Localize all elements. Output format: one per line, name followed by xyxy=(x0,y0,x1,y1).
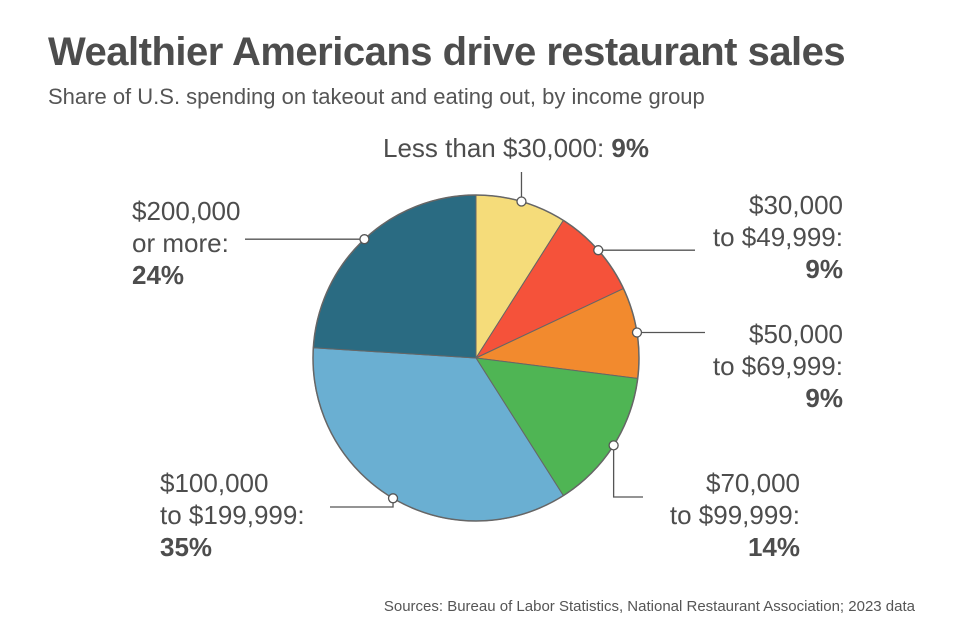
slice-label-50000-to-69999: $50,000 to $69,999: 9% xyxy=(712,319,843,413)
leader-dot-3 xyxy=(608,440,619,451)
slice-label-70000-to-99999: $70,000 to $99,999: 14% xyxy=(669,468,800,562)
leader-line-4 xyxy=(330,498,394,508)
slice-label-less-than-30000: Less than $30,000: 9% xyxy=(383,133,649,163)
chart-title: Wealthier Americans drive restaurant sal… xyxy=(48,30,846,74)
pie-outline xyxy=(312,194,640,522)
leader-dot-1 xyxy=(593,245,604,256)
leader-dot-4 xyxy=(387,493,399,504)
leader-dot-2 xyxy=(631,327,643,338)
leader-dot-5 xyxy=(359,234,370,245)
slice-label-200000-or-more: $200,000 or more: 24% xyxy=(132,196,241,290)
slice-label-100000-to-199999: $100,000 to $199,999: 35% xyxy=(160,468,305,562)
source-note: Sources: Bureau of Labor Statistics, Nat… xyxy=(383,598,915,615)
chart-subtitle: Share of U.S. spending on takeout and ea… xyxy=(48,84,705,109)
pie-slice-5 xyxy=(312,194,477,359)
slice-label-30000-to-49999: $30,000 to $49,999: 9% xyxy=(712,190,843,284)
leader-line-3 xyxy=(612,445,643,498)
leader-dot-0 xyxy=(516,196,527,207)
